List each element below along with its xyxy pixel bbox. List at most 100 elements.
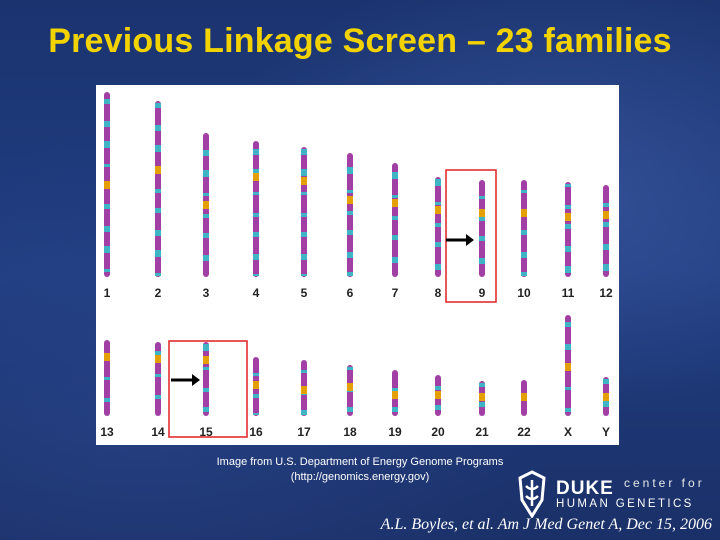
chromosome-band (479, 258, 485, 264)
chromosome-label-15: 15 (199, 425, 213, 439)
chromosome-band (565, 224, 571, 229)
chromosome-band (435, 202, 441, 205)
chromosome-band (603, 222, 609, 227)
chromosome-label-18: 18 (343, 425, 357, 439)
chromosome-17-centromere (301, 386, 307, 394)
chromosome-band (155, 103, 161, 108)
chromosome-label-8: 8 (435, 286, 442, 300)
chromosome-label-21: 21 (475, 425, 489, 439)
chromosome-band (301, 213, 307, 217)
chromosome-label-22: 22 (517, 425, 531, 439)
image-credit-line2: (http://genomics.energy.gov) (290, 471, 430, 483)
chromosome-band (155, 395, 161, 399)
chromosome-band (565, 387, 571, 390)
image-credit-line1: Image from U.S. Department of Energy Gen… (216, 456, 504, 468)
chromosome-band (603, 203, 609, 207)
chromosome-band (301, 370, 307, 373)
chromosome-2-centromere (155, 166, 161, 174)
chromosome-label-1: 1 (104, 286, 111, 300)
chromosome-band (565, 344, 571, 350)
chromosome-band (392, 172, 398, 179)
chromosome-band (521, 230, 527, 235)
chromosome-band (203, 367, 209, 370)
chromosome-band (104, 204, 110, 209)
chromosome-band (347, 272, 353, 276)
chromosome-10 (521, 180, 527, 277)
chromosome-band (155, 230, 161, 236)
chromosome-band (301, 254, 307, 260)
chromosome-band (253, 274, 259, 276)
chromosome-label-5: 5 (301, 286, 308, 300)
chromosome-16-centromere (253, 381, 259, 389)
chromosome-band (603, 264, 609, 271)
chromosome-6-centromere (347, 196, 353, 204)
chromosome-band (435, 264, 441, 270)
chromosome-band (203, 233, 209, 238)
chromosome-band (253, 413, 259, 415)
chromosome-11-centromere (565, 213, 571, 221)
chromosome-band (565, 246, 571, 252)
duke-seal-icon (518, 470, 546, 518)
chromosome-band (479, 236, 485, 241)
chromosome-label-9: 9 (479, 286, 486, 300)
center-for-wordmark: center for (624, 476, 705, 490)
chromosome-12 (603, 185, 609, 277)
chromosome-band (392, 407, 398, 412)
chromosome-band (155, 351, 161, 358)
chromosome-label-12: 12 (599, 286, 613, 300)
chromosome-band (565, 205, 571, 209)
chromosome-band (104, 377, 110, 380)
chromosome-band (253, 254, 259, 260)
chromosome-band (347, 190, 353, 193)
chromosome-band (301, 232, 307, 237)
chromosome-band (203, 214, 209, 218)
slide-title: Previous Linkage Screen – 23 families (48, 22, 672, 60)
human-genetics-wordmark: HUMAN GENETICS (556, 498, 694, 510)
chromosome-band (203, 255, 209, 261)
highlight-box-chr9 (445, 169, 497, 303)
chromosome-band (155, 189, 161, 193)
chromosome-band (521, 252, 527, 258)
chromosome-label-17: 17 (297, 425, 311, 439)
chromosome-band (155, 125, 161, 131)
chromosome-band (392, 235, 398, 240)
citation: A.L. Boyles, et al. Am J Med Genet A, De… (380, 516, 712, 533)
chromosome-8-centromere (435, 206, 441, 214)
chromosome-band (253, 394, 259, 398)
chromosome-band (565, 184, 571, 187)
chromosome-band (104, 99, 110, 104)
chromosome-band (479, 196, 485, 199)
chromosome-band (253, 373, 259, 376)
chromosome-10-centromere (521, 209, 527, 217)
chromosome-band (479, 402, 485, 407)
chromosome-band (347, 252, 353, 258)
arrow-icon-chr15 (192, 374, 200, 386)
chromosome-19-centromere (392, 391, 398, 399)
chromosome-label-10: 10 (517, 286, 531, 300)
chromosome-band (392, 216, 398, 220)
chromosome-label-X: X (564, 425, 572, 439)
chromosome-band (155, 273, 161, 276)
chromosome-label-7: 7 (392, 286, 399, 300)
karyotype-panel: 1 2 3 4 5 6 7 8 9 10 11 12 13 14 15 16 17 18 19 20 21 22 X Y (96, 85, 619, 445)
arrow-icon-chr9 (466, 234, 474, 246)
chromosome-9-centromere (479, 209, 485, 217)
chromosome-band (479, 217, 485, 221)
chromosome-band (435, 242, 441, 247)
chromosome-15-centromere (203, 356, 209, 364)
chromosome-band (301, 274, 307, 276)
chromosome-band (301, 149, 307, 155)
chromosome-22-centromere (521, 393, 527, 401)
chromosome-label-6: 6 (347, 286, 354, 300)
chromosome-band (435, 179, 441, 186)
chromosome-band (435, 386, 441, 390)
chromosome-15 (203, 342, 209, 416)
chromosome-20-centromere (435, 391, 441, 399)
chromosome-band (253, 169, 259, 176)
chromosome-band (104, 121, 110, 127)
image-credit: Image from U.S. Department of Energy Gen… (190, 455, 530, 485)
chromosome-band (565, 408, 571, 412)
chromosome-1-centromere (104, 181, 110, 189)
chromosome-band (203, 388, 209, 392)
